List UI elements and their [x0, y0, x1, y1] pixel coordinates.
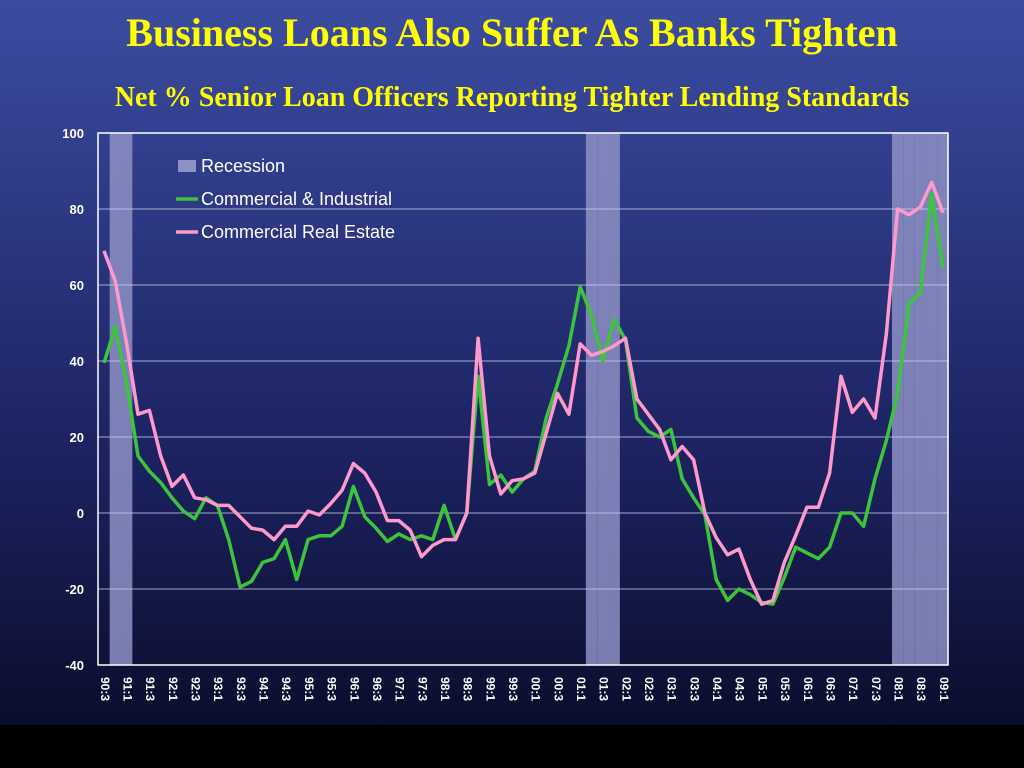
x-tick-label: 05:1 [755, 677, 769, 701]
recession-bar [585, 133, 598, 665]
x-tick-label: 93:1 [211, 677, 225, 701]
recession-bar [121, 133, 133, 665]
x-tick-label: 98:3 [461, 677, 475, 701]
chart-title: Business Loans Also Suffer As Banks Tigh… [126, 10, 897, 55]
x-tick-label: 04:3 [733, 677, 747, 701]
x-tick-label: 92:3 [189, 677, 203, 701]
x-tick-label: 08:3 [914, 677, 928, 701]
x-tick-label: 00:3 [551, 677, 565, 701]
recession-bar [925, 133, 938, 665]
x-tick-label: 97:3 [415, 677, 429, 701]
data-line [102, 180, 945, 606]
recession-bar [597, 133, 609, 665]
y-tick-label: 80 [70, 202, 84, 217]
plot-frame [97, 132, 949, 666]
x-tick-label: 06:3 [823, 677, 837, 701]
x-tick-label: 96:1 [347, 677, 361, 701]
legend-swatch [178, 160, 196, 172]
recession-bar [109, 133, 122, 665]
x-tick-label: 92:1 [166, 677, 180, 701]
x-tick-label: 08:1 [891, 677, 905, 701]
x-tick-label: 99:1 [483, 677, 497, 701]
recession-bar [914, 133, 926, 665]
x-tick-label: 03:1 [665, 677, 679, 701]
legend-label: Commercial & Industrial [201, 189, 392, 209]
x-tick-label: 97:1 [393, 677, 407, 701]
x-tick-label: 94:3 [279, 677, 293, 701]
x-tick-label: 91:1 [121, 677, 135, 701]
x-tick-label: 03:3 [687, 677, 701, 701]
x-tick-label: 99:3 [506, 677, 520, 701]
recession-bar [608, 133, 620, 665]
x-tick-label: 09:1 [937, 677, 951, 701]
y-tick-label: -20 [65, 582, 84, 597]
x-tick-label: 90:3 [98, 677, 112, 701]
y-tick-label: 0 [77, 506, 84, 521]
legend-label: Commercial Real Estate [201, 222, 395, 242]
recession-bar [937, 133, 949, 665]
chart-subtitle: Net % Senior Loan Officers Reporting Tig… [115, 82, 910, 113]
x-tick-label: 91:3 [143, 677, 157, 701]
background [0, 0, 1024, 725]
y-tick-label: -40 [65, 658, 84, 673]
x-tick-label: 94:1 [257, 677, 271, 701]
x-tick-label: 98:1 [438, 677, 452, 701]
x-tick-label: 02:3 [642, 677, 656, 701]
plot-area: -40 -20 0 20 40 60 80 100 90:3 91:1 91:3 92:1 92:3 93… [62, 126, 951, 701]
y-tick-label: 40 [70, 354, 84, 369]
x-tick-label: 96:3 [370, 677, 384, 701]
x-tick-label: 07:1 [846, 677, 860, 701]
recession-bar [903, 133, 915, 665]
x-tick-label: 95:1 [302, 677, 316, 701]
x-tick-label: 01:1 [574, 677, 588, 701]
y-tick-label: 20 [70, 430, 84, 445]
x-tick-label: 95:3 [325, 677, 339, 701]
x-tick-label: 05:3 [778, 677, 792, 701]
x-tick-label: 01:3 [597, 677, 611, 701]
x-tick-label: 04:1 [710, 677, 724, 701]
x-tick-label: 07:3 [869, 677, 883, 701]
legend-label: Recession [201, 156, 285, 176]
x-tick-label: 00:1 [529, 677, 543, 701]
x-tick-label: 06:1 [801, 677, 815, 701]
y-tick-label: 60 [70, 278, 84, 293]
x-tick-label: 93:3 [234, 677, 248, 701]
y-tick-label: 100 [62, 126, 84, 141]
x-tick-label: 02:1 [619, 677, 633, 701]
